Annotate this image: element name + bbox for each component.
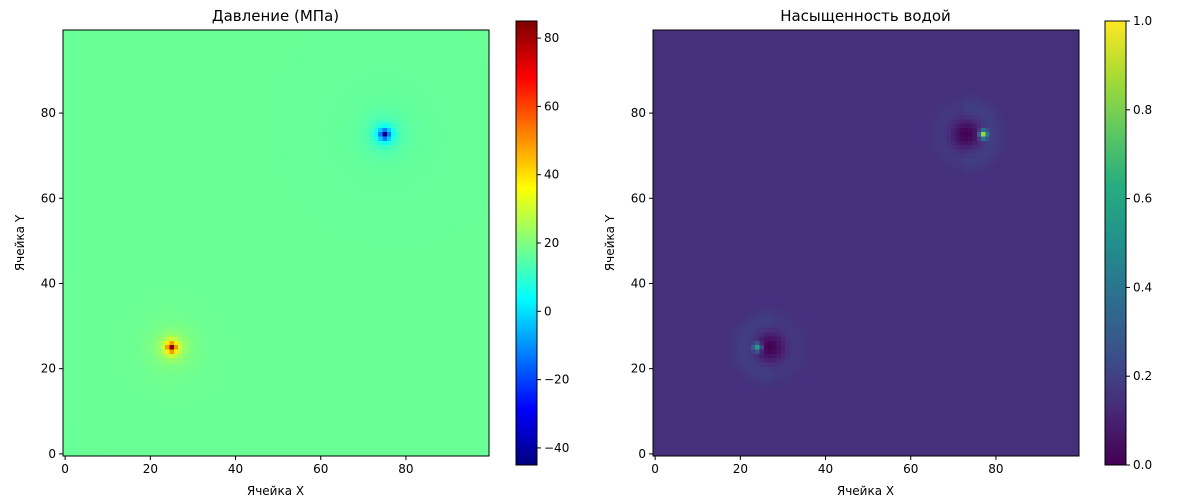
colorbar-tick-label: 40 (544, 168, 559, 182)
saturation-ylabel: Ячейка Y (603, 214, 617, 271)
pressure-xlabel: Ячейка X (247, 484, 304, 498)
y-tick-label: 0 (48, 447, 56, 461)
pressure-panel: Давление (МПа) 0 20 40 60 80 0 20 40 60 80 Ячейка… (13, 7, 569, 498)
y-tick-label: 80 (41, 106, 56, 120)
saturation-colorbar-frame (1104, 20, 1127, 466)
saturation-colorbar (1105, 21, 1126, 465)
y-tick-label: 80 (631, 106, 646, 120)
x-tick-label: 80 (988, 462, 1003, 476)
colorbar-tick-label: 0.8 (1133, 103, 1152, 117)
saturation-heatmap (653, 30, 1079, 456)
pressure-title: Давление (МПа) (212, 7, 339, 25)
pressure-axis-ticks: 0 20 40 60 80 0 20 40 60 80 (41, 106, 414, 476)
saturation-title: Насыщенность водой (780, 7, 951, 25)
x-tick-label: 40 (228, 462, 243, 476)
colorbar-tick-label: 20 (544, 236, 559, 250)
y-tick-label: 20 (41, 362, 56, 376)
x-tick-label: 0 (651, 462, 659, 476)
x-tick-label: 60 (903, 462, 918, 476)
y-tick-label: 0 (638, 447, 646, 461)
saturation-plot-frame (652, 29, 1080, 457)
pressure-ylabel: Ячейка Y (13, 214, 27, 271)
colorbar-tick-label: 0 (544, 304, 552, 318)
colorbar-tick-label: −20 (544, 373, 569, 387)
x-tick-label: 80 (398, 462, 413, 476)
saturation-colorbar-ticks: 0.0 0.2 0.4 0.6 0.8 1.0 (1126, 14, 1152, 472)
pressure-colorbar (516, 21, 537, 465)
y-tick-label: 60 (41, 191, 56, 205)
pressure-plot-frame (62, 29, 490, 457)
x-tick-label: 20 (733, 462, 748, 476)
colorbar-tick-label: 0.4 (1133, 280, 1152, 294)
y-tick-label: 40 (631, 276, 646, 290)
colorbar-tick-label: 0.6 (1133, 192, 1152, 206)
saturation-xlabel: Ячейка X (837, 484, 894, 498)
pressure-heatmap (63, 30, 489, 456)
colorbar-tick-label: −40 (544, 441, 569, 455)
saturation-axis-ticks: 0 20 40 60 80 0 20 40 60 80 (631, 106, 1004, 476)
x-tick-label: 40 (818, 462, 833, 476)
x-tick-label: 20 (143, 462, 158, 476)
colorbar-tick-label: 80 (544, 31, 559, 45)
colorbar-tick-label: 0.0 (1133, 458, 1152, 472)
y-tick-label: 60 (631, 191, 646, 205)
x-tick-label: 60 (313, 462, 328, 476)
y-tick-label: 20 (631, 362, 646, 376)
colorbar-tick-label: 1.0 (1133, 14, 1152, 28)
y-tick-label: 40 (41, 276, 56, 290)
pressure-colorbar-ticks: −40 −20 0 20 40 60 80 (537, 31, 569, 455)
colorbar-tick-label: 60 (544, 99, 559, 113)
colorbar-tick-label: 0.2 (1133, 369, 1152, 383)
x-tick-label: 0 (61, 462, 69, 476)
saturation-panel: Насыщенность водой 0 20 40 60 80 0 20 40 60 80 Яч… (603, 7, 1152, 498)
